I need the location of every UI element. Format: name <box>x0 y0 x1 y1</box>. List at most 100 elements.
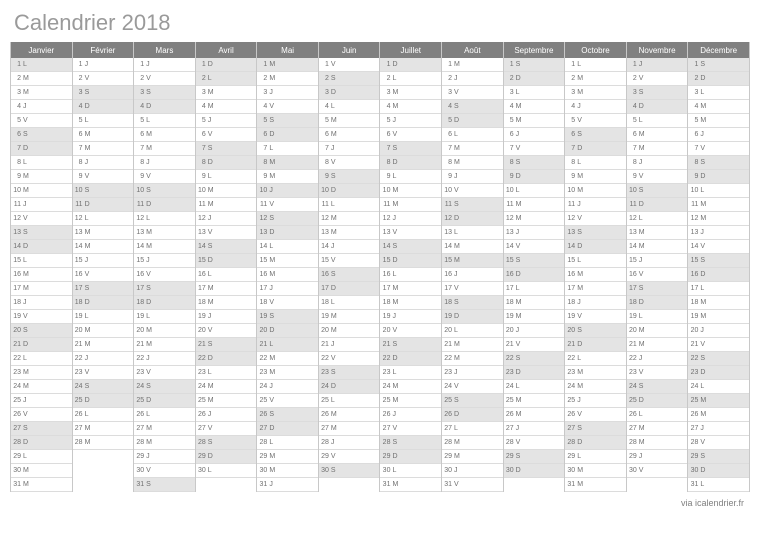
day-number: 1 <box>319 61 331 68</box>
day-of-week: V <box>392 425 402 432</box>
day-number: 2 <box>442 75 454 82</box>
day-cell: 26J <box>196 408 257 422</box>
day-of-week: M <box>516 117 526 124</box>
day-of-week: D <box>331 285 341 292</box>
day-of-week: D <box>700 271 710 278</box>
day-of-week: J <box>639 453 649 460</box>
day-number: 2 <box>688 75 700 82</box>
day-of-week: M <box>454 61 464 68</box>
day-cell: 20S <box>565 324 626 338</box>
day-cell: 25J <box>565 394 626 408</box>
day-cell: 2V <box>627 72 688 86</box>
day-of-week: M <box>577 383 587 390</box>
day-cell: 12V <box>11 212 72 226</box>
month-column: Septembre1S2D3L4M5M6J7V8S9D10L11M12M13J1… <box>503 42 565 492</box>
day-of-week: S <box>146 89 156 96</box>
day-of-week: M <box>577 187 587 194</box>
day-of-week: V <box>23 117 33 124</box>
day-number: 18 <box>134 299 146 306</box>
day-number: 15 <box>11 257 23 264</box>
day-cell: 1M <box>442 58 503 72</box>
day-number: 2 <box>134 75 146 82</box>
day-of-week: M <box>454 257 464 264</box>
day-number: 27 <box>442 425 454 432</box>
day-number: 21 <box>257 341 269 348</box>
day-cell: 29V <box>319 450 380 464</box>
day-of-week: J <box>269 481 279 488</box>
day-of-week: J <box>146 61 156 68</box>
day-cell: 30M <box>11 464 72 478</box>
day-number: 3 <box>627 89 639 96</box>
day-cell: 16S <box>319 268 380 282</box>
day-number: 18 <box>196 299 208 306</box>
day-cell: 30L <box>380 464 441 478</box>
day-number: 13 <box>196 229 208 236</box>
day-cell: 31J <box>257 478 318 492</box>
day-number: 4 <box>380 103 392 110</box>
day-cell: 15S <box>688 254 749 268</box>
month-column: Juillet1D2L3M4M5J6V7S8D9L10M11M12J13V14S… <box>379 42 441 492</box>
day-of-week: J <box>23 103 33 110</box>
month-header: Janvier <box>11 42 72 58</box>
day-of-week: M <box>577 481 587 488</box>
day-cell: 11M <box>688 198 749 212</box>
day-cell: 14M <box>442 240 503 254</box>
day-of-week: V <box>146 271 156 278</box>
day-number: 12 <box>257 215 269 222</box>
day-number: 9 <box>319 173 331 180</box>
day-number: 8 <box>73 159 85 166</box>
day-of-week: S <box>23 425 33 432</box>
day-of-week: J <box>577 103 587 110</box>
day-cell: 4D <box>134 100 195 114</box>
day-number: 15 <box>196 257 208 264</box>
day-of-week: M <box>639 243 649 250</box>
day-of-week: S <box>577 425 587 432</box>
day-number: 18 <box>257 299 269 306</box>
day-of-week: D <box>269 327 279 334</box>
day-cell: 8J <box>134 156 195 170</box>
day-number: 29 <box>688 453 700 460</box>
month-header: Décembre <box>688 42 749 58</box>
day-cell: 29S <box>688 450 749 464</box>
day-cell: 22S <box>688 352 749 366</box>
day-number: 16 <box>688 271 700 278</box>
day-cell: 28S <box>380 436 441 450</box>
day-number: 10 <box>380 187 392 194</box>
day-number: 10 <box>73 187 85 194</box>
day-cell: 7L <box>257 142 318 156</box>
month-header: Octobre <box>565 42 626 58</box>
day-of-week: D <box>146 201 156 208</box>
day-number: 28 <box>196 439 208 446</box>
day-number: 11 <box>627 201 639 208</box>
day-of-week: V <box>331 159 341 166</box>
day-number: 24 <box>380 383 392 390</box>
day-number: 3 <box>565 89 577 96</box>
day-of-week: L <box>269 341 279 348</box>
day-of-week: L <box>454 131 464 138</box>
day-number: 23 <box>319 369 331 376</box>
day-of-week: V <box>516 243 526 250</box>
day-of-week: J <box>392 313 402 320</box>
day-number: 26 <box>442 411 454 418</box>
day-of-week: M <box>392 383 402 390</box>
day-number: 11 <box>257 201 269 208</box>
day-cell: 21M <box>442 338 503 352</box>
day-cell: 3J <box>257 86 318 100</box>
day-cell: 18M <box>196 296 257 310</box>
day-cell: 1J <box>134 58 195 72</box>
day-of-week: V <box>146 173 156 180</box>
day-number: 9 <box>11 173 23 180</box>
day-of-week: S <box>146 383 156 390</box>
day-of-week: M <box>85 327 95 334</box>
day-of-week: V <box>269 397 279 404</box>
day-cell: 10L <box>504 184 565 198</box>
day-of-week: M <box>700 117 710 124</box>
day-cell: 14J <box>319 240 380 254</box>
day-of-week: D <box>392 61 402 68</box>
day-cell: 12V <box>565 212 626 226</box>
day-of-week: J <box>577 201 587 208</box>
day-cell: 30M <box>565 464 626 478</box>
day-number: 26 <box>380 411 392 418</box>
day-of-week: S <box>208 341 218 348</box>
day-of-week: M <box>23 383 33 390</box>
